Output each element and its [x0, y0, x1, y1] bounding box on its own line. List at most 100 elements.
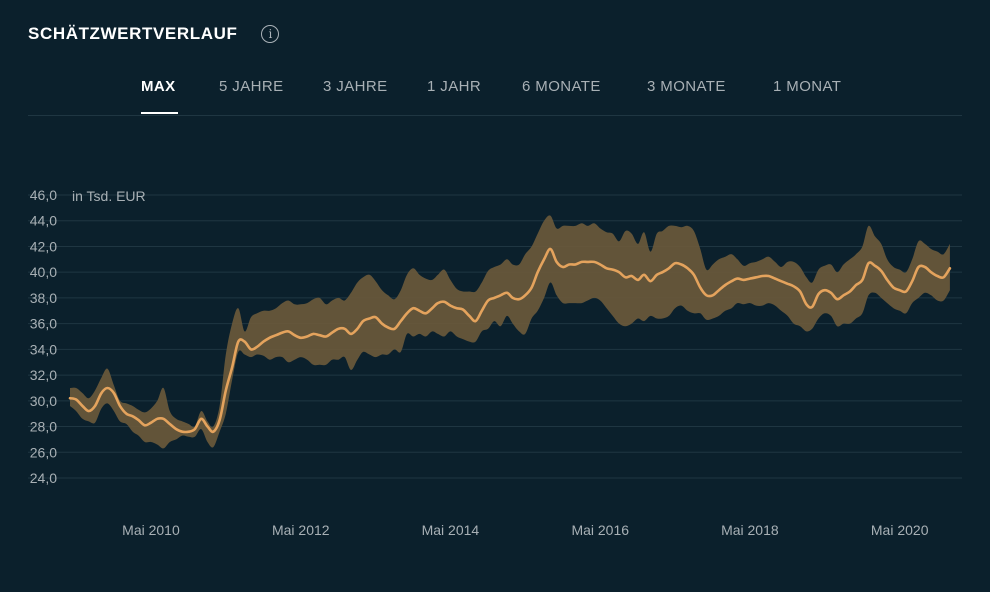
- estimate-point: [318, 334, 320, 336]
- estimate-point: [425, 312, 427, 314]
- estimate-point: [181, 431, 183, 433]
- estimate-point: [774, 277, 776, 279]
- estimate-point: [250, 348, 252, 350]
- y-tick-label: 36,0: [30, 316, 57, 332]
- estimate-point: [587, 261, 589, 263]
- y-tick-label: 38,0: [30, 290, 57, 306]
- tab-max[interactable]: MAX: [141, 78, 176, 95]
- estimate-point: [817, 293, 819, 295]
- estimate-point: [867, 262, 869, 264]
- estimate-point: [487, 299, 489, 301]
- tab-6-monate[interactable]: 6 MONATE: [522, 78, 601, 95]
- estimate-point: [574, 263, 576, 265]
- estimate-point: [256, 346, 258, 348]
- y-tick-label: 26,0: [30, 444, 57, 460]
- estimate-point: [449, 304, 451, 306]
- estimate-point: [668, 267, 670, 269]
- estimate-point: [468, 315, 470, 317]
- estimate-point: [443, 301, 445, 303]
- estimate-point: [693, 274, 695, 276]
- y-tick-label: 44,0: [30, 213, 57, 229]
- estimate-point: [555, 261, 557, 263]
- y-tick-label: 32,0: [30, 367, 57, 383]
- y-axis-ticks: 24,0 26,0 28,0 30,0 32,0 34,0 36,0 38,0 40,0 42,0…: [30, 187, 57, 486]
- estimate-point: [243, 340, 245, 342]
- estimate-point: [200, 418, 202, 420]
- estimate-point: [549, 248, 551, 250]
- estimate-point: [293, 334, 295, 336]
- estimate-point: [749, 277, 751, 279]
- estimate-point: [643, 274, 645, 276]
- tab-3-jahre[interactable]: 3 JAHRE: [323, 78, 388, 95]
- info-icon[interactable]: i: [261, 25, 280, 43]
- estimate-point: [100, 392, 102, 394]
- estimate-point: [543, 258, 545, 260]
- estimate-point: [562, 266, 564, 268]
- x-tick-label: Mai 2012: [272, 522, 330, 538]
- tab-3-monate[interactable]: 3 MONATE: [647, 78, 726, 95]
- tab-5-jahre[interactable]: 5 JAHRE: [219, 78, 284, 95]
- estimate-point: [880, 270, 882, 272]
- estimate-point: [743, 279, 745, 281]
- estimate-point: [225, 389, 227, 391]
- x-tick-label: Mai 2018: [721, 522, 779, 538]
- y-tick-label: 40,0: [30, 264, 57, 280]
- estimate-point: [169, 423, 171, 425]
- estimate-point: [325, 335, 327, 337]
- estimate-point: [331, 331, 333, 333]
- estimate-point: [855, 284, 857, 286]
- estimate-point: [656, 274, 658, 276]
- estimate-point: [512, 297, 514, 299]
- estimate-point: [637, 279, 639, 281]
- x-tick-label: Mai 2010: [122, 522, 180, 538]
- x-tick-label: Mai 2020: [871, 522, 929, 538]
- estimate-point: [218, 419, 220, 421]
- header-divider: [28, 115, 962, 116]
- estimate-point: [680, 263, 682, 265]
- estimate-point: [106, 387, 108, 389]
- estimate-point: [811, 306, 813, 308]
- estimate-point: [805, 303, 807, 305]
- estimate-point: [530, 286, 532, 288]
- estimate-point: [581, 261, 583, 263]
- estimate-point: [768, 275, 770, 277]
- estimate-point: [474, 320, 476, 322]
- estimate-point: [861, 279, 863, 281]
- estimate-point: [393, 328, 395, 330]
- estimate-point: [344, 328, 346, 330]
- x-axis-ticks: Mai 2010 Mai 2012 Mai 2014 Mai 2016 Mai 2018…: [122, 522, 929, 538]
- estimate-point: [499, 294, 501, 296]
- estimate-point: [175, 428, 177, 430]
- estimate-point: [431, 307, 433, 309]
- estimate-point: [942, 276, 944, 278]
- estimate-point: [830, 292, 832, 294]
- estimate-point: [350, 333, 352, 335]
- estimate-point: [381, 322, 383, 324]
- estimate-point: [630, 275, 632, 277]
- estimate-point: [69, 397, 71, 399]
- estimate-point: [612, 268, 614, 270]
- estimate-point: [88, 410, 90, 412]
- estimate-point: [649, 280, 651, 282]
- estimate-point: [618, 271, 620, 273]
- estimate-point: [524, 294, 526, 296]
- estimate-point: [481, 310, 483, 312]
- estimate-point: [150, 422, 152, 424]
- estimate-point: [368, 317, 370, 319]
- estimate-point: [718, 289, 720, 291]
- estimate-point: [312, 333, 314, 335]
- estimate-point: [400, 320, 402, 322]
- estimate-point: [712, 294, 714, 296]
- estimate-point: [599, 263, 601, 265]
- estimate-point: [206, 425, 208, 427]
- tab-1-jahr[interactable]: 1 JAHR: [427, 78, 482, 95]
- estimate-point: [212, 431, 214, 433]
- tab-1-monat[interactable]: 1 MONAT: [773, 78, 842, 95]
- y-tick-label: 34,0: [30, 341, 57, 357]
- estimate-point: [686, 267, 688, 269]
- estimate-point: [724, 284, 726, 286]
- y-tick-label: 24,0: [30, 470, 57, 486]
- estimate-point: [799, 290, 801, 292]
- x-tick-label: Mai 2016: [571, 522, 629, 538]
